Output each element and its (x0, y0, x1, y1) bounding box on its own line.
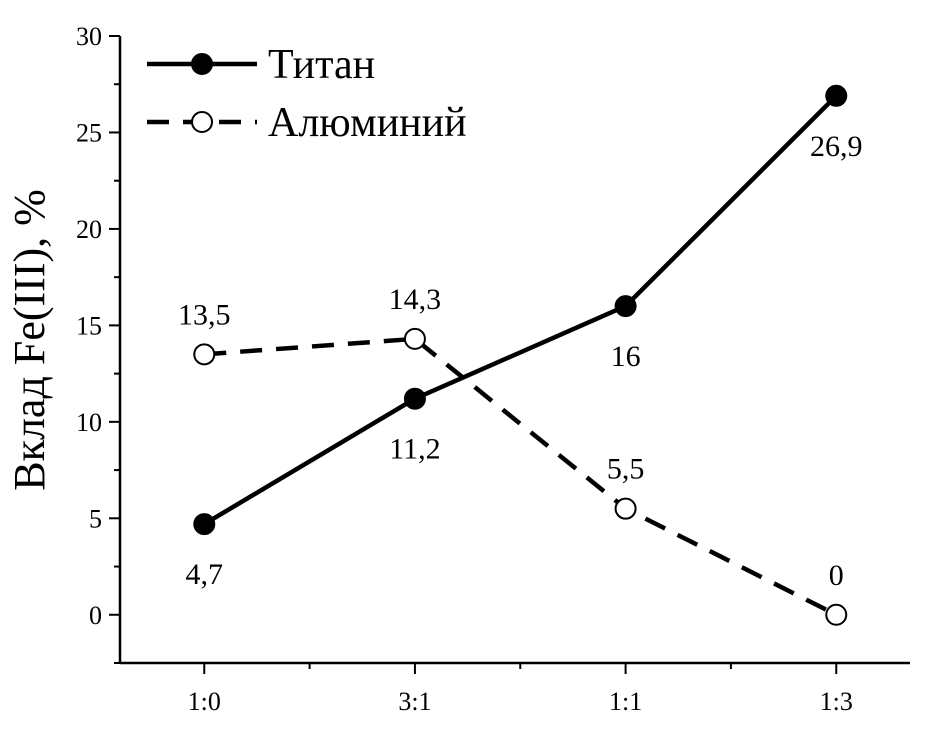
y-tick-label: 25 (76, 118, 102, 147)
y-tick-label: 20 (76, 215, 102, 244)
y-tick-label: 5 (89, 504, 102, 533)
data-point (825, 603, 848, 626)
data-label: 13,5 (178, 298, 231, 331)
y-axis-label: Вклад Fe(III), % (5, 189, 54, 491)
legend-label: Алюминий (268, 100, 467, 146)
legend-swatch-marker (191, 53, 213, 75)
data-label: 4,7 (186, 558, 224, 591)
data-point (403, 327, 426, 350)
data-point (614, 295, 637, 318)
data-label: 26,9 (810, 130, 863, 163)
series-layer: 4,7 11,2 16 26,9 13,5 14,3 5,5 0 (178, 84, 863, 626)
legend-label: Титан (268, 42, 375, 88)
series-line-1 (203, 94, 838, 527)
data-label: 5,5 (607, 453, 645, 486)
x-tick-label: 1:0 (188, 687, 221, 716)
data-label: 14,3 (389, 283, 442, 316)
data-point (193, 343, 216, 366)
data-point (825, 84, 848, 107)
y-tick-label: 15 (76, 311, 102, 340)
legend-swatch-marker (191, 111, 213, 133)
series-line-2 (204, 336, 838, 617)
data-point (614, 497, 637, 520)
x-tick-label: 1:3 (820, 687, 853, 716)
data-label: 16 (611, 340, 641, 373)
x-tick-label: 3:1 (398, 687, 431, 716)
y-tick-label: 10 (76, 408, 102, 437)
data-label: 11,2 (389, 433, 440, 466)
data-label: 0 (829, 559, 844, 592)
y-tick-label: 0 (89, 601, 102, 630)
axes: 0 5 10 15 20 25 30 1:0 3:1 1:1 1:3 (76, 22, 910, 716)
legend: Титан Алюминий (147, 42, 467, 146)
data-point (193, 513, 216, 536)
x-tick-label: 1:1 (609, 687, 642, 716)
y-tick-label: 30 (76, 22, 102, 51)
data-point (403, 387, 426, 410)
